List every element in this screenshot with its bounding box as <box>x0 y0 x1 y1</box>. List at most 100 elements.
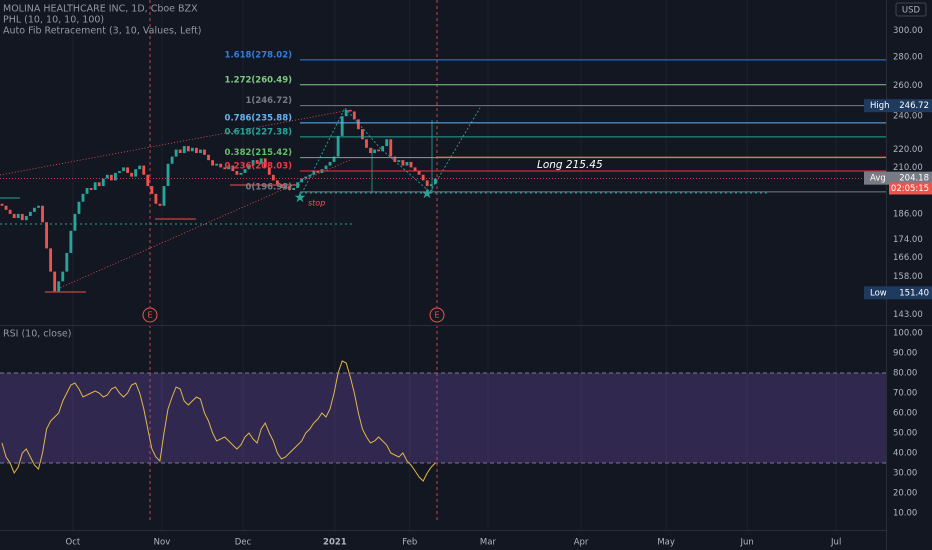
y-tick-label: 186.00 <box>893 209 923 219</box>
fib-label: 0.618(227.38) <box>225 127 293 137</box>
candle <box>89 188 93 190</box>
rsi-band <box>0 373 886 463</box>
candle <box>231 165 235 172</box>
y-tick-label: 166.00 <box>893 253 923 263</box>
candle <box>109 174 113 181</box>
fib-label: 0(196.98) <box>246 182 293 192</box>
candle <box>284 186 287 189</box>
price-tag-value: 204.18 <box>899 174 929 184</box>
candle <box>150 186 154 194</box>
candle <box>243 169 247 173</box>
candle <box>37 205 40 208</box>
candle <box>433 178 437 185</box>
candle <box>397 160 401 162</box>
candle <box>166 163 170 187</box>
drawings: ★ ★ stop Long 215.45 E E <box>0 0 886 520</box>
rsi-title: RSI (10, close) <box>3 329 71 340</box>
candle <box>199 149 202 154</box>
candle <box>296 182 300 189</box>
y-tick-label: 143.00 <box>893 310 923 320</box>
candle <box>361 129 364 140</box>
candle <box>215 163 219 166</box>
star: ★ <box>421 186 434 202</box>
y-tick-label: 30.00 <box>893 469 917 479</box>
candle <box>304 176 308 179</box>
candle <box>93 182 97 190</box>
x-tick-label: Mar <box>480 538 497 548</box>
candle <box>393 156 397 162</box>
candle <box>190 147 194 152</box>
candle <box>73 213 77 231</box>
candle <box>429 184 433 187</box>
candle <box>146 174 150 187</box>
currency[interactable]: USD <box>902 6 921 16</box>
x-tick-label: Jun <box>739 538 753 548</box>
candle <box>61 271 65 282</box>
y-tick-label: 60.00 <box>893 409 917 419</box>
y-tick-label: 300.00 <box>893 26 923 36</box>
countdown-tag <box>889 182 932 195</box>
candle <box>33 207 36 212</box>
candle <box>69 230 73 253</box>
candle <box>348 109 352 112</box>
candle <box>122 167 125 172</box>
y-tick-label: 210.00 <box>893 163 923 173</box>
y-tick-label: 10.00 <box>893 509 917 519</box>
event-circle <box>429 307 445 323</box>
candle <box>385 139 389 147</box>
candle <box>134 169 138 177</box>
candle <box>81 193 85 202</box>
candle <box>178 149 182 154</box>
fib-label: 0.382(215.42) <box>225 148 293 158</box>
long-label: Long 215.45 <box>537 159 603 171</box>
candle <box>377 149 381 152</box>
candle <box>308 174 312 177</box>
candle <box>113 172 117 181</box>
fib-label: 1.618(278.02) <box>225 50 293 60</box>
price-tag-value: 151.40 <box>899 288 929 298</box>
candle <box>405 161 409 166</box>
candle <box>340 116 344 136</box>
price-tag <box>864 99 932 113</box>
candle <box>194 147 198 154</box>
candle <box>65 252 69 272</box>
candle <box>41 205 44 223</box>
candle <box>227 165 231 170</box>
indicator-label: Auto Fib Retracement (3, 10, Values, Lef… <box>3 26 202 37</box>
candle <box>118 171 121 173</box>
candle <box>312 171 316 175</box>
candle <box>219 163 223 168</box>
candle <box>288 186 291 190</box>
price-tag <box>864 171 932 185</box>
event-marker[interactable]: E <box>147 311 152 320</box>
candle <box>4 205 8 210</box>
candle <box>251 160 255 166</box>
candle <box>271 174 275 181</box>
fib-label: 0.786(235.88) <box>225 113 293 123</box>
candle <box>101 178 105 187</box>
event-marker[interactable]: E <box>434 311 439 320</box>
price-tag-name: Low <box>870 288 887 298</box>
y-tick-label: 220.00 <box>893 145 923 155</box>
candle <box>373 149 376 154</box>
candle <box>413 167 417 172</box>
y-tick-label: 174.00 <box>893 235 923 245</box>
x-tick-label: Dec <box>235 538 252 548</box>
candle <box>239 172 243 175</box>
x-tick-label: 2021 <box>323 538 347 548</box>
candle <box>316 171 320 173</box>
y-tick-label: 40.00 <box>893 449 917 459</box>
candle <box>85 188 89 194</box>
candle <box>170 156 174 164</box>
candle <box>174 149 178 157</box>
x-tick-label: Oct <box>66 538 81 548</box>
candle <box>186 146 190 152</box>
x-tick-label: May <box>657 538 675 548</box>
currency-box[interactable] <box>895 2 927 17</box>
candle <box>154 193 158 204</box>
candle <box>203 149 206 155</box>
fib-label: 1.272(260.49) <box>225 75 293 85</box>
y-tick-label: 50.00 <box>893 429 917 439</box>
candle <box>280 184 283 189</box>
